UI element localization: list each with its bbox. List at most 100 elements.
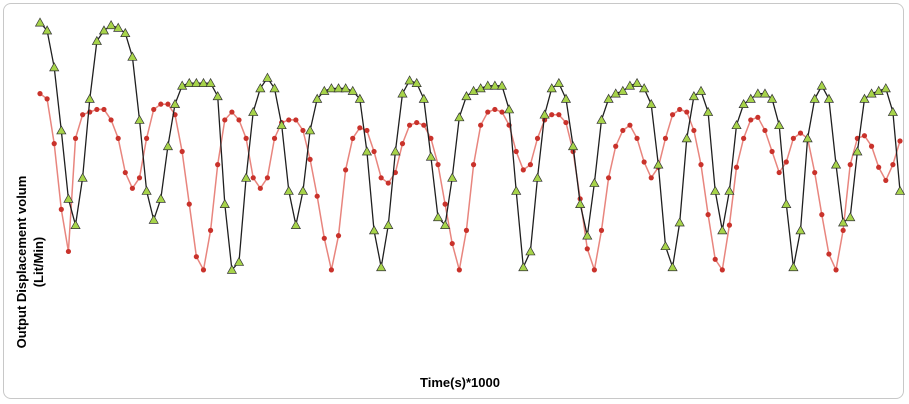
series-2-point-45 [357, 125, 363, 131]
series-2-point-3 [58, 206, 64, 212]
series-1-point-80 [603, 93, 614, 103]
series-1-point-120 [887, 106, 898, 116]
series-2-point-14 [136, 175, 143, 181]
series-1-point-13 [127, 51, 138, 61]
series-1-point-71 [539, 109, 550, 119]
series-2-point-49 [385, 180, 391, 186]
series-1-point-95 [710, 185, 721, 195]
series-1-point-67 [511, 185, 522, 195]
series-2-point-30 [250, 175, 256, 181]
series-2-point-70 [534, 135, 541, 141]
series-1-point-74 [560, 93, 572, 103]
series-2-point-113 [840, 227, 846, 233]
series-1-point-24 [205, 77, 216, 87]
series-1-point-12 [120, 27, 131, 38]
series-2-point-93 [698, 162, 704, 168]
series-2-point-119 [883, 177, 889, 184]
series-1-point-16 [148, 214, 159, 224]
series-1-point-115 [852, 146, 863, 156]
series-1-point-68 [518, 262, 529, 272]
series-1-point-90 [674, 217, 685, 227]
series-1-point-116 [859, 93, 870, 103]
series-2-point-54 [421, 122, 427, 128]
series-1-point-72 [546, 83, 557, 93]
series-2-point-38 [307, 156, 313, 162]
series-2-point-94 [705, 212, 711, 218]
series-2-point-56 [435, 162, 441, 168]
series-2-point-105 [783, 159, 789, 165]
series-2-point-74 [563, 119, 569, 126]
series-1-point-42 [333, 83, 344, 93]
series-2-point-88 [662, 135, 669, 141]
series-2-point-36 [293, 117, 299, 123]
series-2-point-61 [470, 162, 477, 168]
series-2-point-77 [584, 246, 590, 252]
series-2-point-101 [755, 114, 761, 120]
series-1-point-121 [894, 185, 906, 195]
series-2-point-91 [684, 109, 690, 115]
series-1-point-88 [660, 240, 671, 251]
series-2-point-41 [328, 267, 335, 273]
series-2-point-96 [719, 267, 725, 273]
y-axis-label-line1: Output Displacement volum [14, 175, 29, 349]
series-1-point-89 [667, 262, 678, 272]
x-axis-label: Time(s)*1000 [420, 375, 500, 390]
series-2-point-46 [364, 127, 370, 134]
series-1-point-73 [553, 77, 564, 87]
series-2-point-73 [556, 112, 562, 118]
series-1-point-107 [795, 225, 806, 235]
series-2-point-9 [101, 106, 107, 113]
series-1-point-53 [411, 77, 422, 87]
series-1-point-65 [496, 80, 508, 90]
series-2-point-22 [193, 254, 199, 260]
series-1-point-43 [340, 83, 351, 93]
series-1-point-63 [482, 80, 493, 90]
series-2-point-52 [406, 122, 413, 128]
series-2-point-26 [222, 117, 228, 123]
series-2-point-5 [72, 135, 79, 141]
series-1-point-29 [241, 172, 252, 182]
y-axis-label-line2: (Lit/Min) [31, 236, 46, 288]
series-2-point-21 [186, 201, 192, 207]
series-1-point-108 [802, 133, 813, 143]
series-1-point-21 [184, 77, 195, 87]
series-1-point-83 [624, 80, 636, 90]
series-2-point-47 [371, 148, 377, 155]
series-1-point-69 [525, 246, 536, 256]
series-1-point-33 [269, 83, 280, 93]
series-2-point-67 [513, 148, 519, 155]
series-2-point-44 [350, 135, 356, 141]
series-1-point-9 [98, 25, 110, 35]
series-1-point-109 [809, 93, 820, 103]
series-1-point-1 [42, 25, 53, 35]
series-2-point-37 [300, 127, 306, 134]
series-1-point-6 [77, 172, 88, 182]
series-1-point-20 [177, 80, 188, 90]
series-1-point-40 [319, 85, 330, 95]
series-2-point-100 [748, 117, 754, 123]
series-2-point-86 [648, 175, 654, 181]
series-2-point-79 [598, 227, 605, 233]
series-2-point-84 [634, 135, 640, 141]
series-2-point-1 [44, 96, 50, 102]
series-1-point-26 [219, 198, 230, 208]
series-2-point-28 [236, 117, 242, 123]
series-2 [37, 91, 903, 273]
series-1-point-76 [575, 198, 586, 208]
series-2-point-33 [271, 135, 278, 141]
series-2-point-68 [520, 167, 526, 173]
series-2-point-13 [129, 185, 135, 191]
series-1-point-92 [688, 91, 699, 101]
series-1-point-11 [113, 22, 124, 32]
series-1-point-101 [752, 88, 763, 98]
series-2-point-116 [861, 133, 868, 139]
series-1-point-19 [169, 98, 181, 109]
series-2-point-81 [613, 143, 619, 149]
series-1-point-48 [376, 262, 387, 272]
series-1-point-59 [454, 112, 465, 122]
series-1-point-111 [823, 93, 835, 103]
series-2-point-12 [122, 169, 128, 176]
series-2-point-110 [819, 212, 825, 218]
series-1-point-44 [347, 85, 358, 95]
series-2-point-57 [442, 201, 448, 207]
